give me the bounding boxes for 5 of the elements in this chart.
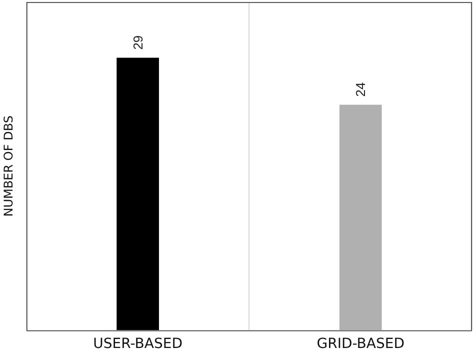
data-label: 24 [353, 82, 368, 97]
y-axis-title: NUMBER OF DBS [1, 116, 16, 217]
data-label: 29 [130, 35, 146, 50]
x-tick-label: USER-BASED [93, 336, 182, 352]
x-tick-label: GRID-BASED [316, 336, 404, 352]
